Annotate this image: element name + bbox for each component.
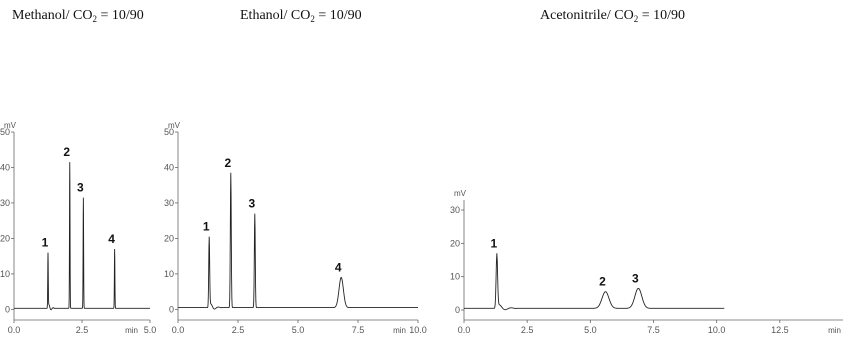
chart-3-y-tick-label: 20 [450, 238, 460, 248]
chart-2-y-tick-label: 0 [169, 304, 174, 314]
chart-1-y-tick-label: 30 [0, 198, 10, 208]
chart-3-y-tick-label: 30 [450, 205, 460, 215]
chart-2-x-tick-label: 5.0 [292, 325, 305, 335]
chart-3-x-tick-label: 10.0 [708, 325, 726, 335]
chart-3-y-tick-label: 0 [455, 305, 460, 315]
chart-1-x-tick-label: 5.0 [144, 325, 157, 335]
chart-1-peak-label: 1 [42, 236, 49, 250]
chart-2-y-tick-label: 10 [164, 269, 174, 279]
chart-3-x-unit: min [828, 326, 841, 335]
chart-2-y-tick-label: 20 [164, 233, 174, 243]
chart-3-x-tick-label: 5.0 [584, 325, 597, 335]
chart-1-y-tick-label: 20 [0, 233, 10, 243]
chart-3-y-tick-label: 10 [450, 272, 460, 282]
chart-1-x-unit: min [125, 326, 138, 335]
chart-2-peak-label: 3 [248, 197, 255, 211]
chart-2-trace [178, 172, 418, 310]
chart-1-x-tick-label: 0.0 [8, 325, 21, 335]
chart-3-peak-label: 3 [632, 271, 639, 285]
chart-1-y-tick-label: 50 [0, 127, 10, 137]
chart-2-x-unit: min [393, 326, 406, 335]
chart-3-trace [464, 253, 725, 311]
chart-1-y-tick-label: 10 [0, 269, 10, 279]
chart-3-x-tick-label: 2.5 [521, 325, 534, 335]
chart-3-x-tick-label: 12.5 [771, 325, 789, 335]
chart-title-acetonitrile: Acetonitrile/ CO2 = 10/90 [540, 8, 685, 24]
chart-1-y-tick-label: 0 [5, 304, 10, 314]
chart-1-y-tick-label: 40 [0, 162, 10, 172]
chart-2-x-tick-label: 10.0 [409, 325, 427, 335]
chart-3-x-tick-label: 0.0 [458, 325, 471, 335]
chart-2-x-tick-label: 7.5 [352, 325, 365, 335]
chart-1-y-unit: mV [4, 121, 17, 130]
chart-3-x-tick-label: 7.5 [647, 325, 660, 335]
chart-title-ethanol: Ethanol/ CO2 = 10/90 [240, 8, 362, 24]
chart-2-y-unit: mV [168, 121, 181, 130]
chart-1-x-tick-label: 2.5 [76, 325, 89, 335]
chart-2-peak-label: 1 [203, 220, 210, 234]
chart-3-y-unit: mV [454, 189, 467, 198]
chart-title-methanol: Methanol/ CO2 = 10/90 [12, 8, 144, 24]
chart-2-y-tick-label: 30 [164, 198, 174, 208]
chart-2-peak-label: 2 [224, 156, 231, 170]
chart-1-peak-label: 2 [63, 145, 70, 159]
chart-1-trace [14, 162, 150, 311]
chart-1-peak-label: 3 [77, 181, 84, 195]
chart-2-x-tick-label: 0.0 [172, 325, 185, 335]
chart-2-peak-label: 4 [335, 260, 342, 274]
chart-2-y-tick-label: 40 [164, 162, 174, 172]
chart-2-y-tick-label: 50 [164, 127, 174, 137]
chart-3-peak-label: 1 [491, 236, 498, 250]
chart-3-peak-label: 2 [599, 275, 606, 289]
chart-1-peak-label: 4 [108, 232, 115, 246]
chart-2-x-tick-label: 2.5 [232, 325, 245, 335]
